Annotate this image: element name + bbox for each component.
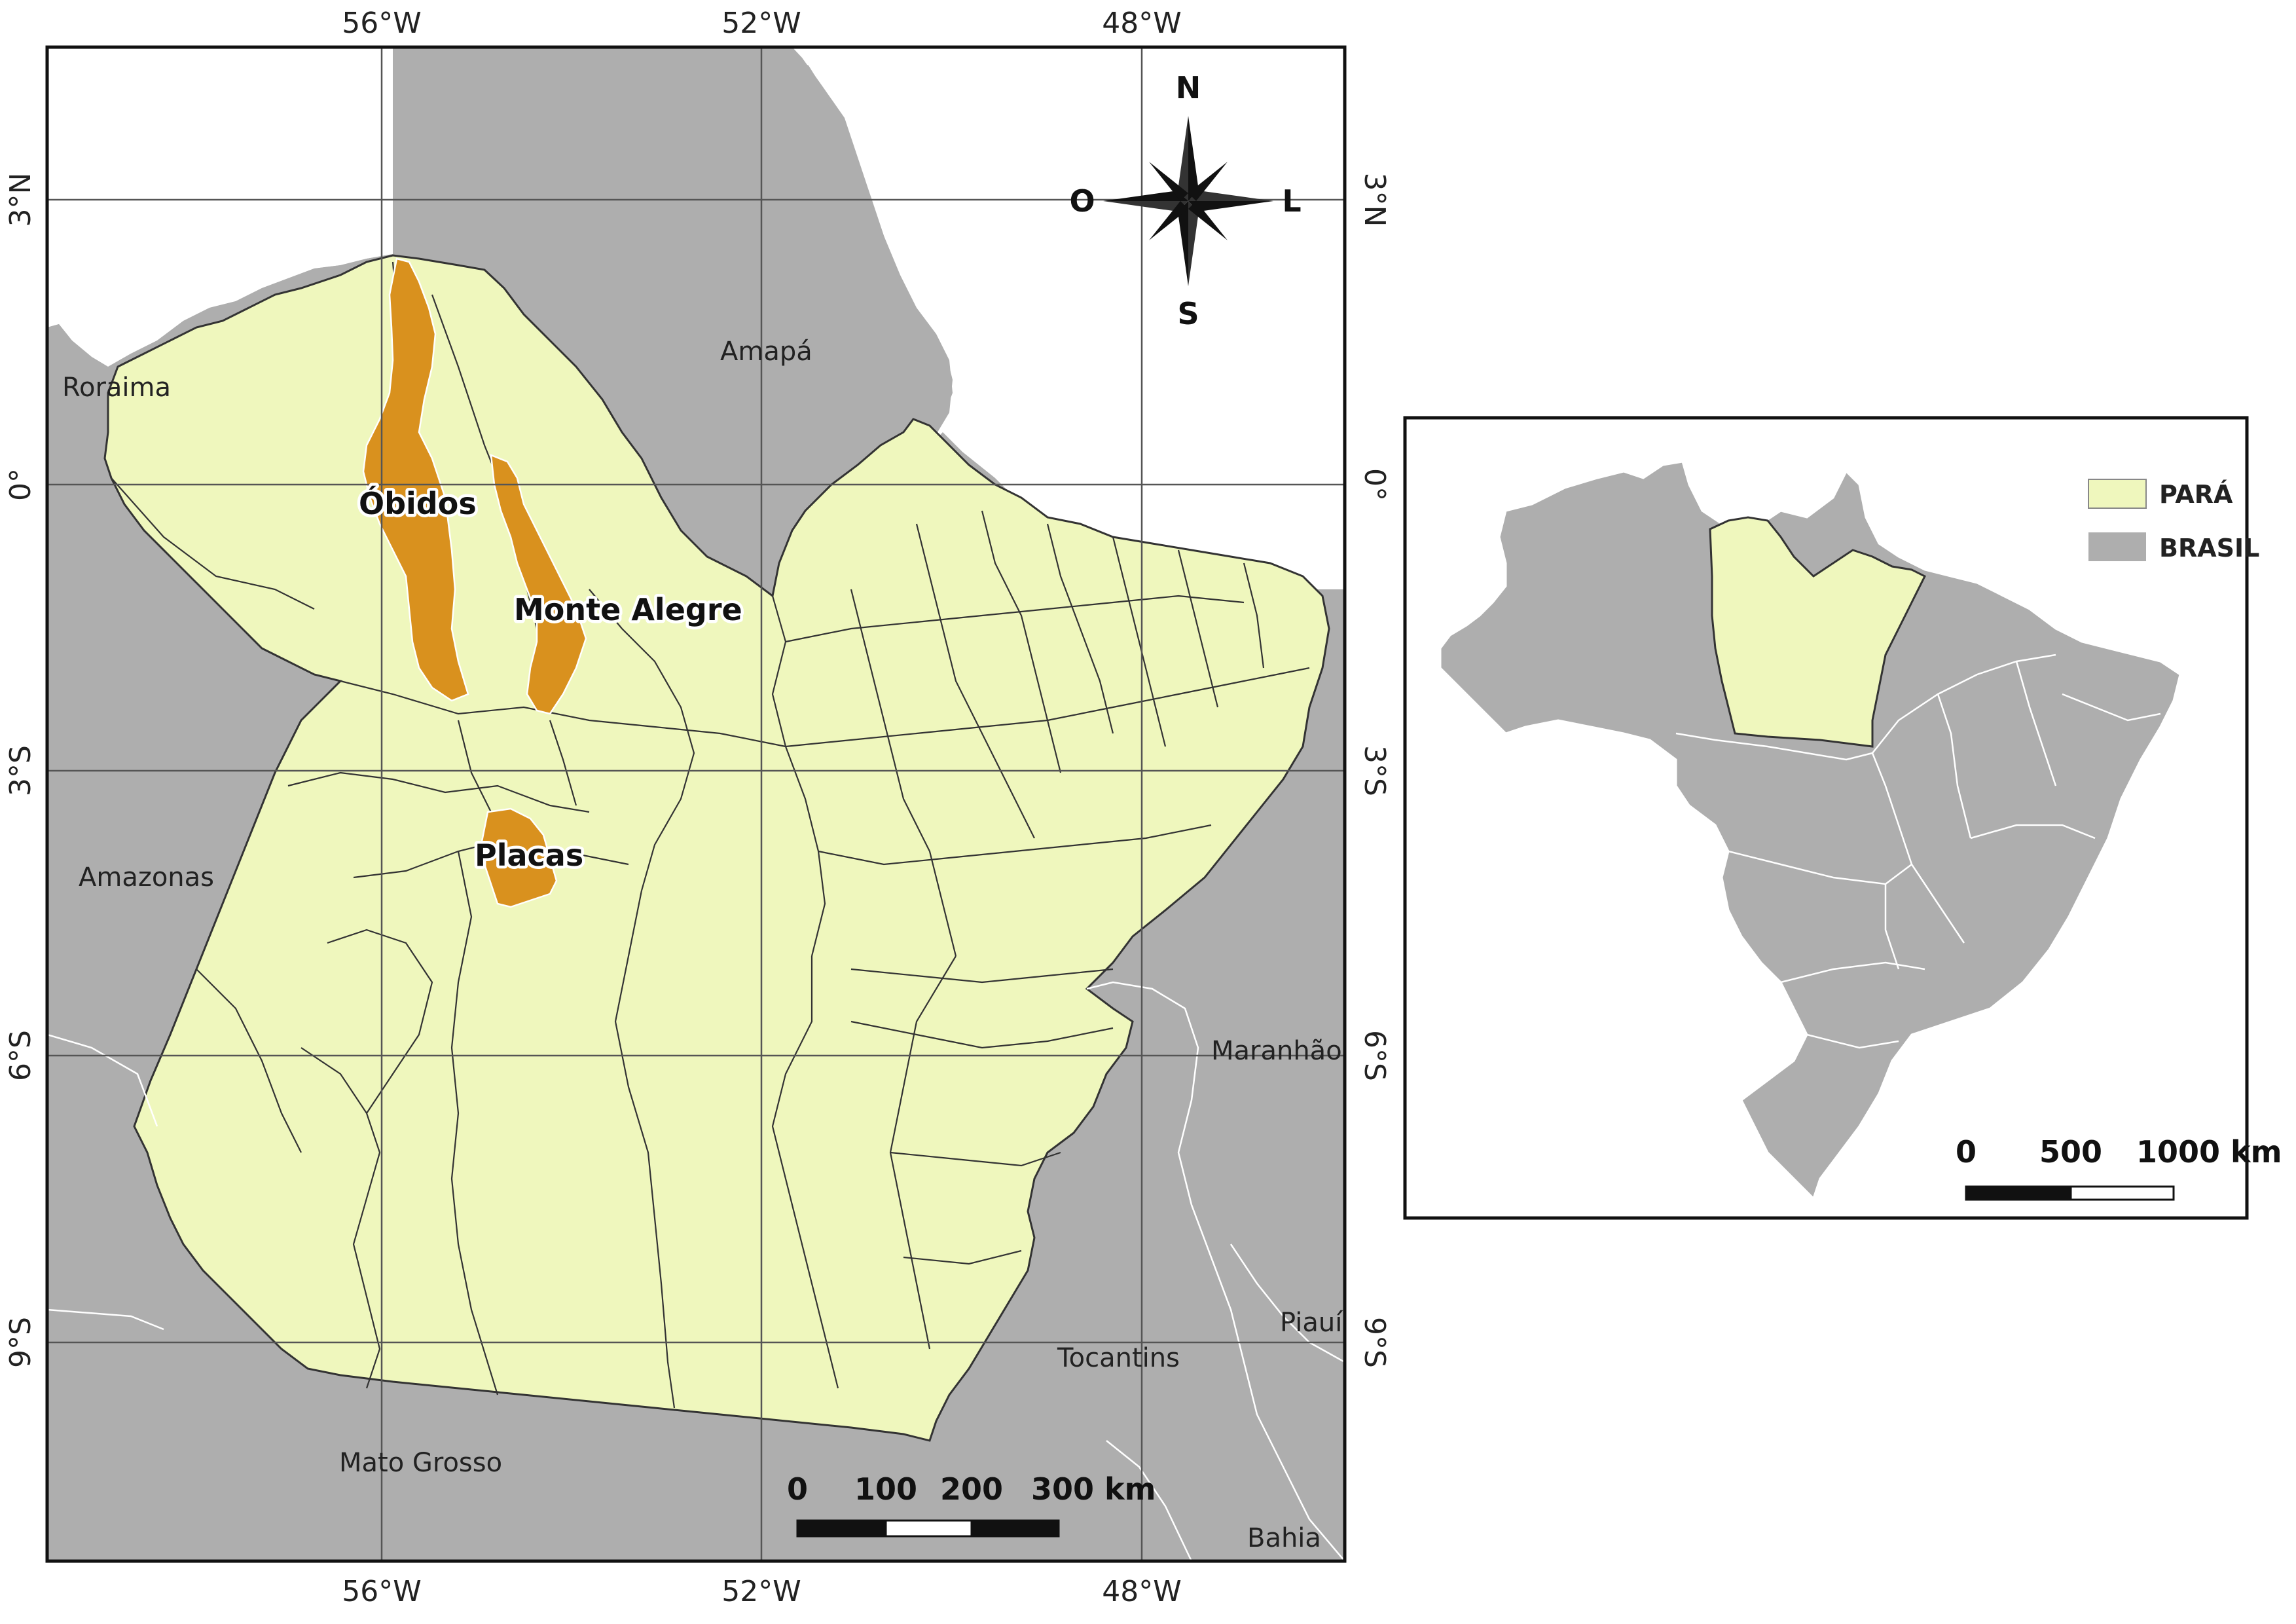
graticule [47, 47, 1345, 1561]
state-borders [47, 981, 1345, 1561]
monte-alegre-area [490, 454, 587, 715]
muni-label-obidos: Óbidos [359, 486, 477, 521]
inset-state-borders [1675, 654, 2161, 1049]
main-map [47, 47, 1345, 1561]
state-label-amazonas: Amazonas [79, 862, 214, 893]
lat-label-right-0: 0° [1358, 468, 1391, 501]
muni-label-monte-alegre: Monte Alegre [514, 592, 742, 627]
scale-tick-0: 0 [787, 1471, 808, 1507]
inset-scale-seg-2 [2069, 1185, 2175, 1201]
compass-star-icon [1103, 116, 1273, 286]
state-label-piaui: Piauí [1280, 1308, 1343, 1338]
obidos-area [362, 257, 469, 702]
study-municipalities [362, 257, 587, 908]
inset-scale-bar: 0 500 1000 km [1956, 1134, 2282, 1201]
lat-label-right-6s: 6°S [1358, 1030, 1391, 1081]
scale-seg-1 [796, 1519, 887, 1538]
inset-scale-tick-500: 500 [2039, 1134, 2102, 1170]
scale-tick-200: 200 [940, 1471, 1003, 1507]
scale-seg-2 [884, 1519, 973, 1538]
legend-label-brasil: BRASIL [2159, 534, 2259, 563]
scale-tick-300: 300 km [1031, 1471, 1156, 1507]
legend-label-para: PARÁ [2159, 480, 2233, 509]
state-label-tocantins: Tocantins [1057, 1343, 1180, 1373]
lon-label-bottom-48: 48°W [1102, 1575, 1182, 1608]
lat-label-left-3n: 3°N [4, 173, 37, 227]
scale-tick-100: 100 [854, 1471, 917, 1507]
legend-swatch-brasil [2088, 532, 2146, 561]
legend-swatch-para [2088, 479, 2147, 509]
compass-east-label: L [1282, 183, 1301, 219]
lon-label-top-56: 56°W [342, 7, 422, 40]
inset-map [1439, 460, 2181, 1200]
lat-label-right-3s: 3°S [1358, 745, 1391, 796]
scale-seg-3 [970, 1519, 1060, 1538]
lat-label-left-0: 0° [4, 468, 37, 501]
compass-north-label: N [1176, 70, 1201, 105]
lon-label-bottom-52: 52°W [721, 1575, 801, 1608]
atlantic-ocean [47, 47, 1345, 589]
compass-south-label: S [1177, 296, 1199, 331]
municipal-boundaries [196, 510, 1310, 1409]
lon-label-top-48: 48°W [1102, 7, 1182, 40]
state-label-amapa: Amapá [720, 337, 812, 367]
inset-scale-seg-1 [1965, 1185, 2072, 1201]
inset-scale-tick-1000: 1000 km [2136, 1134, 2282, 1170]
inset-legend: PARÁ BRASIL [2088, 479, 2259, 563]
compass-west-label: O [1069, 183, 1095, 219]
lat-label-left-9s: 9°S [4, 1317, 37, 1368]
state-label-mato-grosso: Mato Grosso [339, 1448, 502, 1478]
state-label-bahia: Bahia [1247, 1523, 1321, 1553]
muni-label-placas: Placas [475, 838, 583, 873]
state-label-roraima: Roraima [62, 373, 171, 403]
main-scale-bar: 0 100 200 300 km [787, 1471, 1156, 1538]
lon-label-top-52: 52°W [721, 7, 801, 40]
inset-para [1709, 516, 1927, 748]
lat-label-right-9s: 9°S [1358, 1317, 1391, 1368]
lat-label-left-3s: 3°S [4, 745, 37, 796]
inset-scale-tick-0: 0 [1956, 1134, 1977, 1170]
state-label-maranhao: Maranhão [1211, 1036, 1342, 1066]
lat-label-right-3n: 3°N [1358, 173, 1391, 227]
placas-area [480, 807, 558, 908]
brazil-outline [1439, 460, 2181, 1200]
compass-rose: N S L O [1069, 70, 1301, 331]
main-map-frame [45, 45, 1347, 1563]
lon-label-bottom-56: 56°W [342, 1575, 422, 1608]
lat-label-left-6s: 6°S [4, 1030, 37, 1081]
